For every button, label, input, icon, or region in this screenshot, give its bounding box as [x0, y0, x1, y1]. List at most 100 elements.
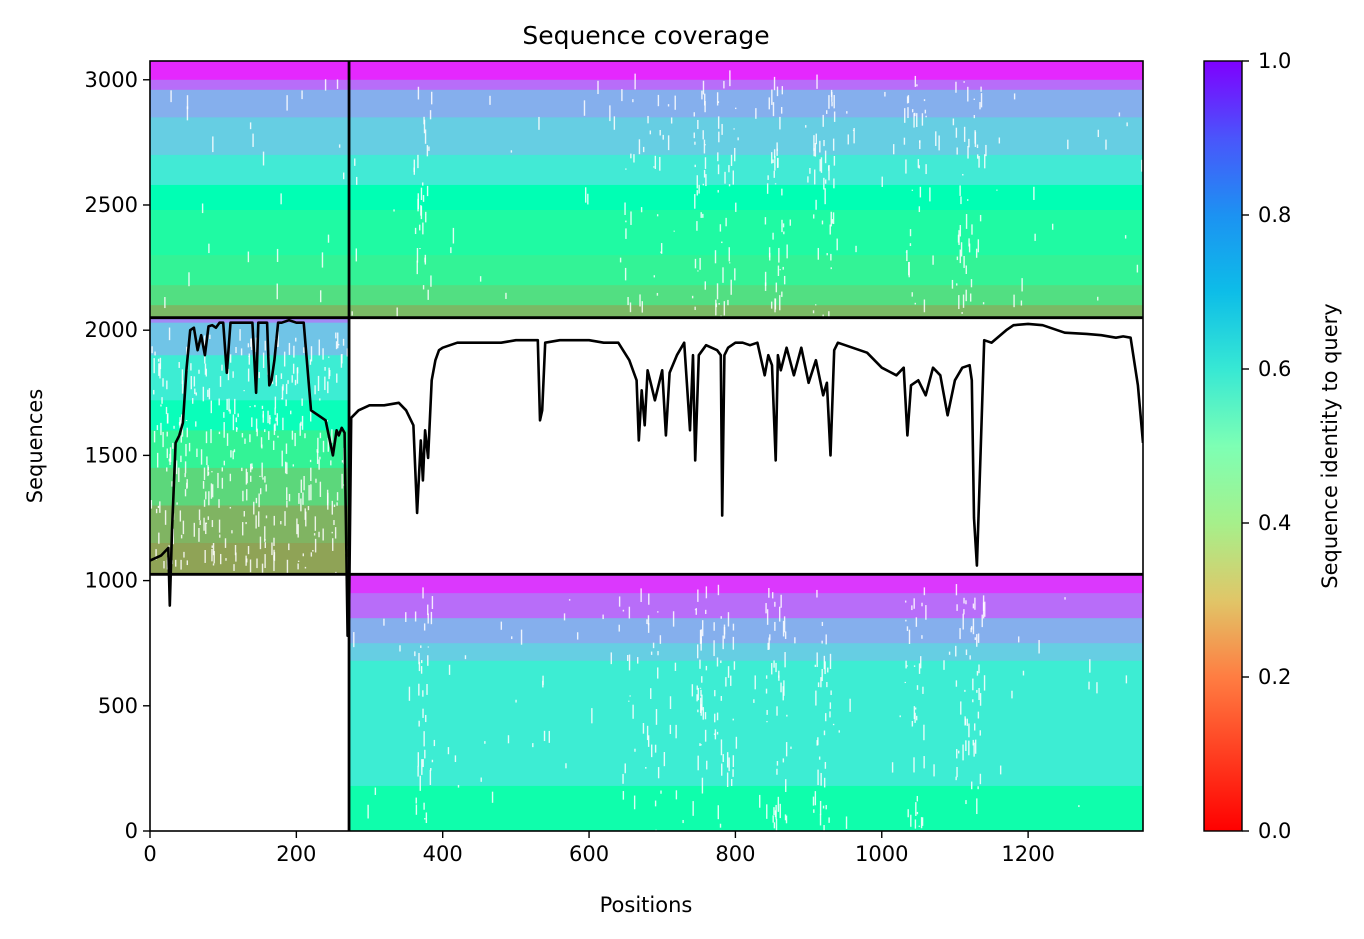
gap-streak	[914, 819, 917, 829]
gap-streak	[324, 366, 326, 371]
gap-streak	[210, 400, 212, 414]
gap-streak	[653, 166, 655, 168]
gap-streak	[984, 601, 986, 617]
gap-streak	[429, 110, 432, 120]
gap-streak	[563, 613, 566, 621]
gap-streak	[172, 528, 174, 545]
gap-streak	[319, 290, 322, 303]
gap-streak	[672, 611, 675, 627]
gap-streak	[427, 646, 430, 648]
gap-streak	[247, 251, 250, 263]
gap-streak	[960, 242, 963, 257]
gap-streak	[959, 224, 962, 237]
gap-streak	[929, 187, 931, 202]
gap-streak	[943, 660, 945, 670]
gap-streak	[955, 645, 957, 657]
gap-streak	[286, 559, 289, 574]
gap-streak	[291, 375, 293, 383]
gap-streak	[826, 110, 828, 114]
gap-streak	[255, 418, 258, 432]
gap-streak	[727, 299, 729, 306]
gap-streak	[697, 119, 699, 130]
gap-streak	[914, 712, 916, 723]
gap-streak	[968, 243, 971, 253]
gap-streak	[159, 357, 162, 370]
gap-streak	[909, 243, 912, 247]
gap-streak	[735, 107, 737, 110]
gap-streak	[905, 159, 907, 174]
gap-streak	[697, 687, 699, 701]
gap-streak	[185, 444, 187, 457]
gap-streak	[326, 420, 328, 422]
gap-streak	[716, 712, 719, 721]
gap-streak	[831, 92, 833, 102]
x-tick-label: 400	[423, 842, 463, 866]
gap-streak	[884, 91, 886, 97]
gap-streak	[774, 298, 777, 310]
gap-streak	[165, 406, 168, 415]
gap-streak	[341, 354, 343, 364]
gap-streak	[914, 75, 917, 87]
gap-streak	[249, 434, 251, 443]
gap-streak	[721, 241, 723, 244]
gap-streak	[241, 467, 243, 472]
gap-streak	[249, 406, 251, 408]
gap-streak	[297, 524, 299, 538]
gap-streak	[704, 281, 706, 290]
gap-streak	[646, 725, 649, 741]
y-tick-label: 2000	[85, 318, 138, 342]
gap-streak	[261, 405, 264, 410]
gap-streak	[179, 510, 182, 522]
gap-streak	[720, 739, 723, 756]
x-tick-label: 1200	[1001, 842, 1054, 866]
gap-streak	[657, 611, 659, 613]
gap-streak	[974, 637, 976, 640]
gap-streak	[273, 537, 275, 546]
gap-streak	[634, 748, 636, 752]
gap-streak	[772, 102, 775, 117]
gap-streak	[430, 91, 433, 105]
gap-streak	[920, 817, 923, 829]
gap-streak	[327, 437, 329, 452]
gap-streak	[955, 776, 957, 781]
gap-streak	[190, 363, 192, 371]
gap-streak	[313, 533, 316, 536]
gap-streak	[726, 772, 729, 788]
gap-streak	[277, 331, 279, 347]
gap-streak	[251, 417, 253, 427]
gap-streak	[824, 761, 827, 769]
gap-streak	[650, 651, 653, 655]
gap-streak	[785, 742, 788, 757]
gap-streak	[193, 376, 196, 387]
gap-streak	[817, 769, 819, 786]
gap-streak	[778, 247, 780, 263]
gap-streak	[427, 604, 429, 616]
gap-streak	[212, 543, 215, 556]
gap-streak	[283, 351, 286, 367]
gap-streak	[783, 231, 785, 235]
gap-streak	[213, 551, 215, 564]
gap-streak	[754, 675, 756, 690]
gap-streak	[281, 386, 284, 400]
gap-streak	[702, 130, 704, 140]
gap-streak	[265, 484, 267, 492]
gap-streak	[921, 817, 924, 826]
gap-streak	[782, 758, 785, 763]
gap-streak	[960, 701, 962, 715]
gap-streak	[158, 363, 160, 376]
gap-streak	[914, 112, 916, 117]
gap-streak	[235, 426, 238, 432]
gap-streak	[161, 397, 163, 404]
gap-streak	[164, 297, 166, 309]
gap-streak	[249, 122, 252, 130]
gap-streak	[728, 184, 731, 187]
gap-streak	[205, 368, 207, 377]
gap-streak	[184, 489, 187, 497]
gap-streak	[425, 211, 427, 215]
gap-streak	[825, 805, 827, 810]
gap-streak	[417, 765, 419, 777]
gap-streak	[647, 615, 650, 626]
gap-streak	[906, 665, 908, 667]
gap-streak	[274, 407, 276, 415]
gap-streak	[281, 397, 283, 400]
